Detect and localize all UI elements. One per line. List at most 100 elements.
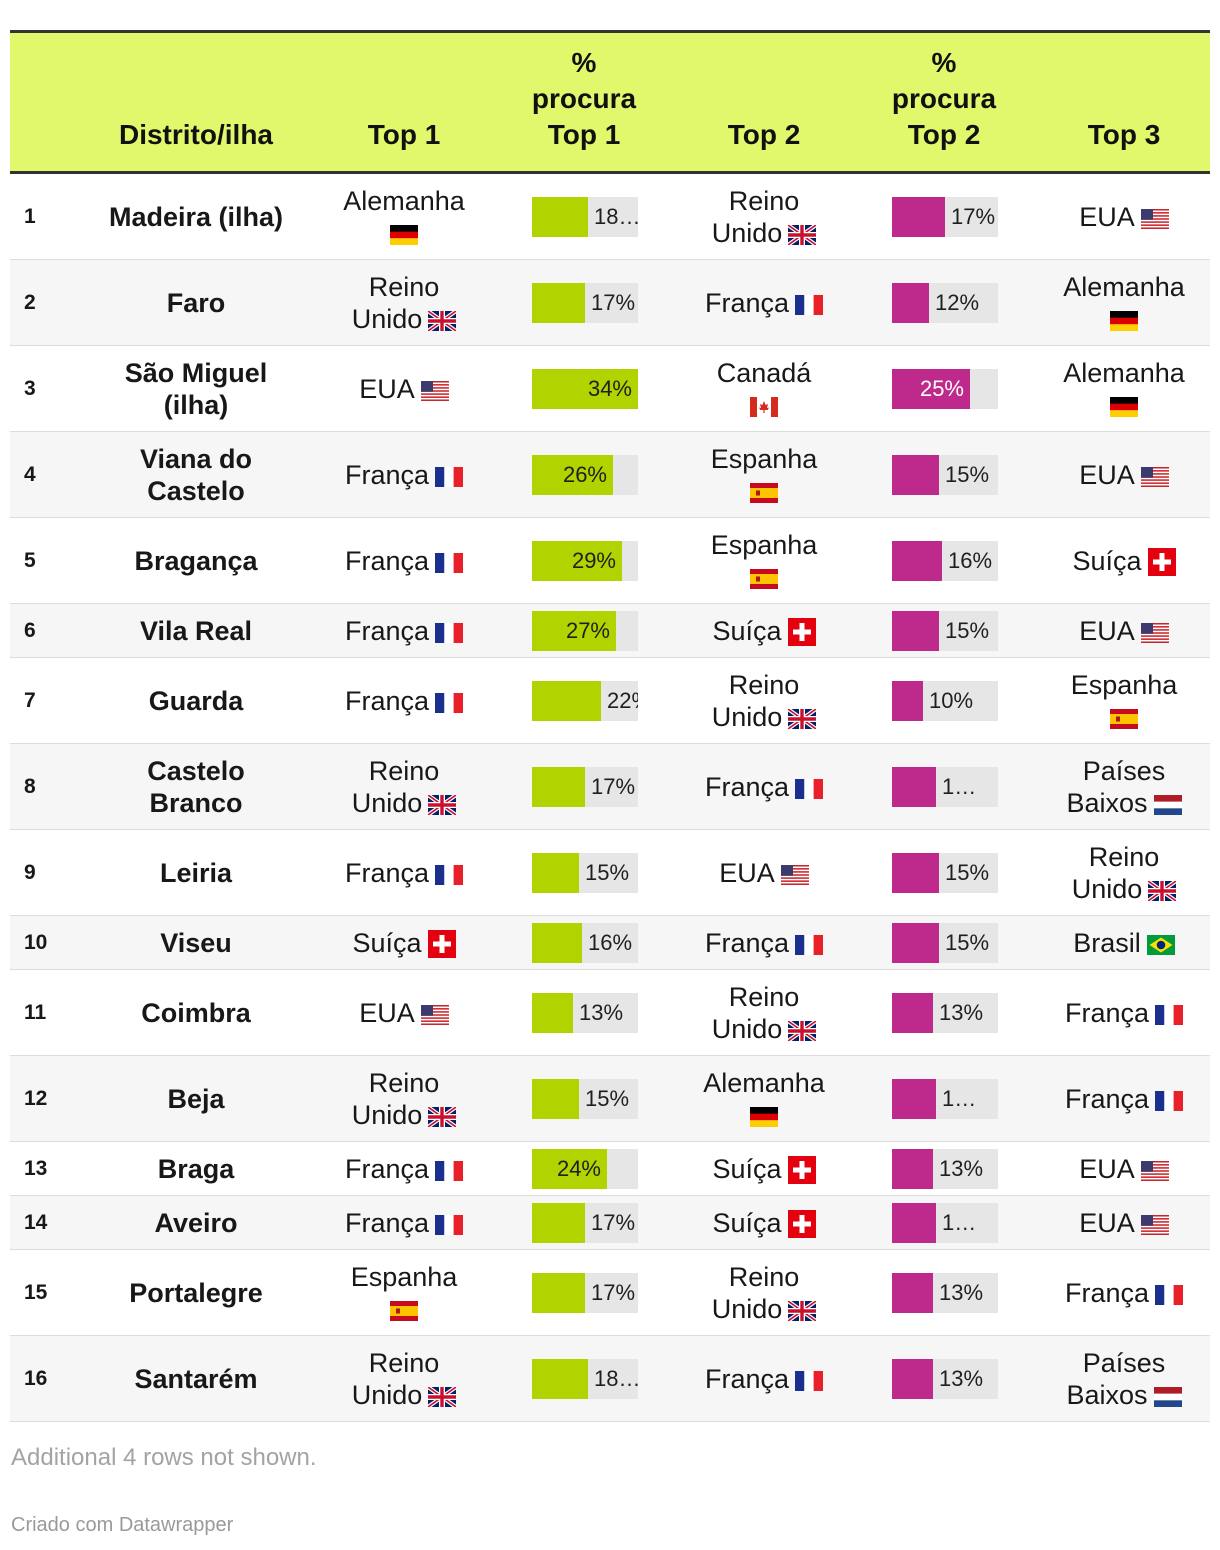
header-top3[interactable]: Top 3 bbox=[1087, 119, 1161, 150]
row-rank: 8 bbox=[24, 774, 36, 798]
pct1-bar-track: 22% bbox=[532, 680, 638, 721]
pct1-bar-cell: 17% bbox=[532, 260, 638, 345]
pct2-bar-label: 13% bbox=[939, 999, 984, 1025]
district-name: Aveiro bbox=[154, 1207, 238, 1238]
pct2-bar-track: 13% bbox=[892, 1358, 998, 1399]
country-name: EUA bbox=[1079, 615, 1135, 646]
pct2-bar-track: 17% bbox=[892, 196, 998, 237]
top3-country: Países Baixos bbox=[1034, 1336, 1214, 1421]
flag-nl-icon bbox=[1153, 1386, 1182, 1407]
pct1-bar-track: 26% bbox=[532, 454, 638, 495]
pct2-bar-cell: 1… bbox=[892, 744, 998, 829]
top2-country: Reino Unido bbox=[674, 1250, 854, 1335]
header-pct-top2[interactable]: % procura Top 2 bbox=[891, 47, 997, 150]
country-name: França bbox=[1064, 997, 1150, 1028]
flag-gb-icon bbox=[788, 1300, 817, 1321]
row-rank: 15 bbox=[24, 1280, 48, 1304]
top1-country: EUA bbox=[314, 346, 494, 431]
pct2-bar-label: 17% bbox=[951, 203, 996, 229]
header-top1[interactable]: Top 1 bbox=[367, 119, 441, 150]
country-name: Reino Unido bbox=[1072, 841, 1177, 905]
country-name: Suíça bbox=[712, 1153, 782, 1184]
pct1-bar bbox=[532, 852, 579, 893]
pct1-bar-cell: 16% bbox=[532, 916, 638, 969]
flag-us-icon bbox=[1140, 1160, 1169, 1181]
row-rank: 13 bbox=[24, 1156, 48, 1180]
country-name: Espanha bbox=[350, 1261, 458, 1292]
pct2-bar bbox=[892, 368, 970, 409]
country-name: Reino Unido bbox=[712, 1261, 817, 1325]
pct2-bar-label: 16% bbox=[948, 547, 993, 573]
top3-country: Suíça bbox=[1034, 518, 1214, 603]
pct1-bar-label: 34% bbox=[587, 375, 632, 401]
pct2-bar-label: 15% bbox=[945, 929, 990, 955]
top1-country: Espanha bbox=[314, 1250, 494, 1335]
pct2-bar-track: 25% bbox=[892, 368, 998, 409]
pct1-bar bbox=[532, 282, 585, 323]
country-name: Alemanha bbox=[1063, 271, 1185, 302]
pct1-bar bbox=[532, 368, 638, 409]
pct1-bar-label: 17% bbox=[591, 1209, 636, 1235]
flag-ch-icon bbox=[787, 1155, 816, 1184]
header-top2[interactable]: Top 2 bbox=[727, 119, 801, 150]
country-name: Reino Unido bbox=[352, 271, 457, 335]
pct2-bar-track: 1… bbox=[892, 1078, 998, 1119]
header-pct-top1[interactable]: % procura Top 1 bbox=[531, 47, 637, 150]
district-name: Portalegre bbox=[129, 1277, 263, 1308]
country-name: Suíça bbox=[1072, 545, 1142, 576]
pct1-bar-track: 17% bbox=[532, 282, 638, 323]
pct1-bar bbox=[532, 1202, 585, 1243]
country-name: França bbox=[344, 615, 430, 646]
pct1-bar-label: 27% bbox=[565, 617, 610, 643]
pct1-bar-label: 15% bbox=[585, 1085, 630, 1111]
pct1-bar-cell: 17% bbox=[532, 744, 638, 829]
flag-ch-icon bbox=[787, 1209, 816, 1238]
country-name: França bbox=[704, 1363, 790, 1394]
country-name: Suíça bbox=[352, 927, 422, 958]
row-rank: 12 bbox=[24, 1086, 48, 1110]
country-name: EUA bbox=[1079, 1153, 1135, 1184]
pct2-bar bbox=[892, 1148, 933, 1189]
flag-gb-icon bbox=[1148, 880, 1177, 901]
table-row: 11 Coimbra EUA 13% Reino Unido 13% França bbox=[10, 970, 1210, 1056]
pct1-bar bbox=[532, 766, 585, 807]
country-name: França bbox=[344, 1153, 430, 1184]
pct2-bar-track: 1… bbox=[892, 766, 998, 807]
credit-link[interactable]: Criado com Datawrapper bbox=[11, 1514, 234, 1536]
pct1-bar bbox=[532, 454, 613, 495]
pct1-bar bbox=[532, 1272, 585, 1313]
top3-country: França bbox=[1034, 1056, 1214, 1141]
flag-de-icon bbox=[390, 224, 418, 245]
top3-country: EUA bbox=[1034, 1142, 1214, 1195]
pct1-bar bbox=[532, 992, 573, 1033]
flag-gb-icon bbox=[788, 1020, 817, 1041]
pct2-bar bbox=[892, 196, 945, 237]
district-name: Braga bbox=[157, 1153, 235, 1184]
flag-gb-icon bbox=[788, 224, 817, 245]
row-rank: 3 bbox=[24, 376, 36, 400]
district-name: Leiria bbox=[159, 857, 233, 888]
header-district[interactable]: Distrito/ilha bbox=[118, 119, 273, 150]
pct2-bar-track: 16% bbox=[892, 540, 998, 581]
pct1-bar-label: 18… bbox=[594, 1365, 638, 1391]
row-rank: 1 bbox=[24, 204, 36, 228]
row-rank: 2 bbox=[24, 290, 36, 314]
country-name: EUA bbox=[1079, 459, 1135, 490]
district-name: Coimbra bbox=[141, 997, 251, 1028]
row-rank: 9 bbox=[24, 860, 36, 884]
flag-es-icon bbox=[1110, 708, 1138, 729]
top2-country: França bbox=[674, 744, 854, 829]
district-name: Madeira (ilha) bbox=[108, 201, 284, 232]
pct1-bar-label: 17% bbox=[591, 289, 636, 315]
pct1-bar-track: 18… bbox=[532, 1358, 638, 1399]
pct1-bar-cell: 22% bbox=[532, 658, 638, 743]
pct1-bar-label: 26% bbox=[562, 461, 607, 487]
pct1-bar-track: 18… bbox=[532, 196, 638, 237]
district-name: Beja bbox=[167, 1083, 225, 1114]
pct1-bar-cell: 26% bbox=[532, 432, 638, 517]
row-rank: 11 bbox=[24, 1000, 47, 1024]
flag-ch-icon bbox=[1147, 547, 1176, 576]
top1-country: França bbox=[314, 658, 494, 743]
pct2-bar-cell: 10% bbox=[892, 658, 998, 743]
